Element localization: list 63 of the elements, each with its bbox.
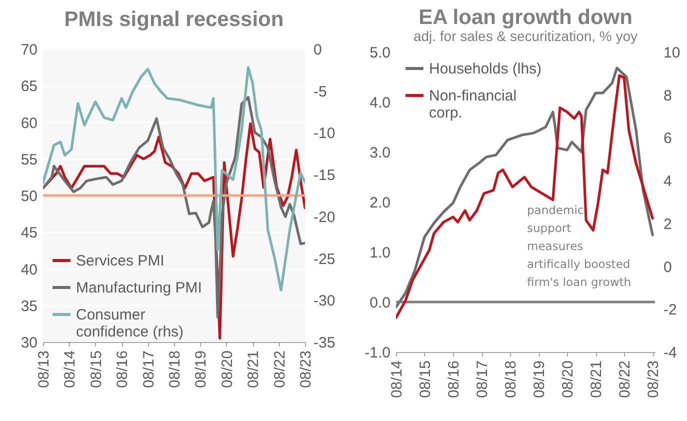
y2-tick-label: -10 [314,125,336,142]
x-tick-label: 08/16 [114,350,132,388]
x-tick-label: 08/18 [502,360,520,398]
x-tick-label: 08/17 [140,350,158,388]
y-tick-label: 65 [20,78,38,96]
x-tick-label: 08/14 [62,350,79,388]
y2-tick-label: -35 [314,334,336,352]
legend-label: Services PMI [76,252,164,270]
x-tick-label: 08/13 [36,350,52,388]
y2-tick-label: 0 [314,42,322,58]
y2-tick-label: 6 [664,130,672,148]
y-tick-label: 2.0 [370,194,390,212]
legend-label: Households (lhs) [429,60,542,78]
x-tick-label: 08/17 [474,360,492,398]
y2-tick-label: 0 [664,258,672,276]
x-tick-label: 08/15 [88,350,105,388]
y2-tick-label: 2 [664,216,672,233]
x-tick-label: 08/21 [588,360,606,398]
y2-tick-label: -15 [314,167,336,184]
x-tick-label: 08/21 [245,350,262,388]
y-tick-label: -1.0 [364,344,390,362]
y-tick-label: 5.0 [370,44,390,62]
x-tick-label: 08/19 [531,360,548,398]
y-tick-label: 35 [20,298,38,315]
y2-tick-label: 8 [664,87,672,104]
y-tick-label: 50 [20,188,38,205]
legend-label: Non-financial corp. [429,88,517,122]
x-tick-label: 08/20 [218,350,236,388]
y-tick-label: 0.0 [370,294,390,312]
x-tick-label: 08/15 [416,360,434,398]
legend-label: Consumer confidence (rhs) [76,306,184,340]
x-tick-label: 08/18 [166,350,184,388]
y-tick-label: 30 [20,334,38,352]
chart-title: PMIs signal recession [64,8,284,31]
y-tick-label: 1.0 [370,244,390,262]
y-tick-label: 55 [20,151,38,168]
y2-tick-label: -25 [314,250,336,268]
y-tick-label: 3.0 [370,144,390,162]
y2-tick-label: -30 [314,292,336,310]
annotation: pandemic support measures artifically boosted firm's loan growth [527,203,632,289]
y2-tick-label: -4 [664,344,677,362]
y2-tick-label: -5 [314,83,327,100]
y2-tick-label: -20 [314,208,336,226]
y-tick-label: 45 [20,224,38,242]
y2-tick-label: -2 [664,302,677,319]
x-tick-label: 08/22 [616,360,634,398]
x-tick-label: 08/14 [388,360,406,398]
y-tick-label: 4.0 [370,94,390,112]
y-tick-label: 60 [20,114,38,132]
x-tick-label: 08/19 [192,350,210,388]
y-tick-label: 70 [20,42,38,58]
legend-label: Manufacturing PMI [76,280,202,296]
x-tick-label: 08/23 [298,350,314,388]
y-tick-label: 40 [20,261,38,278]
x-tick-label: 08/16 [446,360,463,398]
chart-title: EA loan growth down [418,6,632,29]
line-series [43,96,305,318]
y2-tick-label: 4 [664,173,672,190]
y2-tick-label: 10 [664,44,680,62]
x-tick-label: 08/20 [560,360,577,398]
x-tick-label: 08/22 [271,350,288,388]
x-tick-label: 08/23 [645,360,662,398]
chart-subtitle: adj. for sales & securitization, % yoy [413,28,638,44]
